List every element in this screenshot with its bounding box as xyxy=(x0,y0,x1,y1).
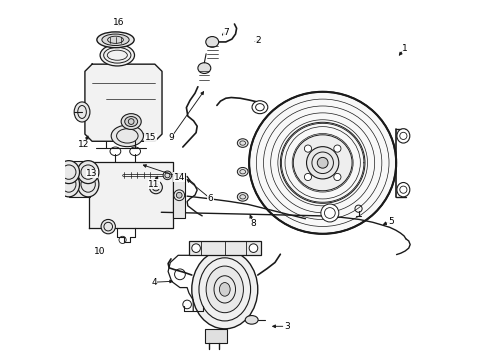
Text: 12: 12 xyxy=(78,140,89,149)
Ellipse shape xyxy=(251,101,267,114)
Ellipse shape xyxy=(74,102,90,122)
Ellipse shape xyxy=(237,167,247,176)
Ellipse shape xyxy=(77,161,99,184)
Circle shape xyxy=(304,174,311,181)
Circle shape xyxy=(163,171,171,180)
Text: 4: 4 xyxy=(151,278,157,287)
Ellipse shape xyxy=(58,172,80,197)
Text: 5: 5 xyxy=(387,217,393,226)
Circle shape xyxy=(333,145,340,152)
Text: 13: 13 xyxy=(86,169,98,178)
Text: 9: 9 xyxy=(168,133,174,142)
Ellipse shape xyxy=(396,129,409,143)
Circle shape xyxy=(149,181,162,194)
Ellipse shape xyxy=(237,193,247,201)
Circle shape xyxy=(333,174,340,181)
Text: 3: 3 xyxy=(284,322,289,331)
Circle shape xyxy=(176,192,182,198)
Ellipse shape xyxy=(205,37,218,47)
Ellipse shape xyxy=(97,32,134,48)
Text: 10: 10 xyxy=(93,247,105,256)
Ellipse shape xyxy=(219,283,230,296)
Ellipse shape xyxy=(198,63,210,73)
Text: 1: 1 xyxy=(402,44,407,53)
Circle shape xyxy=(249,244,257,252)
Ellipse shape xyxy=(100,44,134,66)
Ellipse shape xyxy=(102,34,129,45)
Circle shape xyxy=(317,157,327,168)
Ellipse shape xyxy=(206,266,243,313)
Ellipse shape xyxy=(121,114,141,130)
Circle shape xyxy=(320,204,338,222)
Bar xyxy=(69,172,90,197)
Ellipse shape xyxy=(191,250,257,329)
Ellipse shape xyxy=(77,172,99,197)
Bar xyxy=(204,329,226,343)
Ellipse shape xyxy=(111,125,143,147)
Polygon shape xyxy=(85,64,162,141)
Circle shape xyxy=(152,184,159,191)
Bar xyxy=(172,173,185,218)
Ellipse shape xyxy=(249,92,395,234)
Circle shape xyxy=(304,145,311,152)
Text: 2: 2 xyxy=(255,36,261,45)
Ellipse shape xyxy=(237,139,247,147)
Text: 6: 6 xyxy=(207,194,213,203)
Ellipse shape xyxy=(396,183,409,197)
Circle shape xyxy=(306,147,338,179)
Ellipse shape xyxy=(293,135,351,191)
Text: 8: 8 xyxy=(250,219,256,228)
Polygon shape xyxy=(88,162,172,228)
Circle shape xyxy=(101,220,115,234)
Ellipse shape xyxy=(244,316,258,324)
Text: 7: 7 xyxy=(223,28,228,37)
Bar xyxy=(188,241,260,255)
Bar xyxy=(69,161,90,184)
Text: 14: 14 xyxy=(173,173,184,182)
Ellipse shape xyxy=(124,117,137,127)
Circle shape xyxy=(191,244,200,252)
Ellipse shape xyxy=(58,161,80,184)
Text: 16: 16 xyxy=(112,18,124,27)
Text: 15: 15 xyxy=(144,133,156,142)
Text: 11: 11 xyxy=(148,180,160,189)
